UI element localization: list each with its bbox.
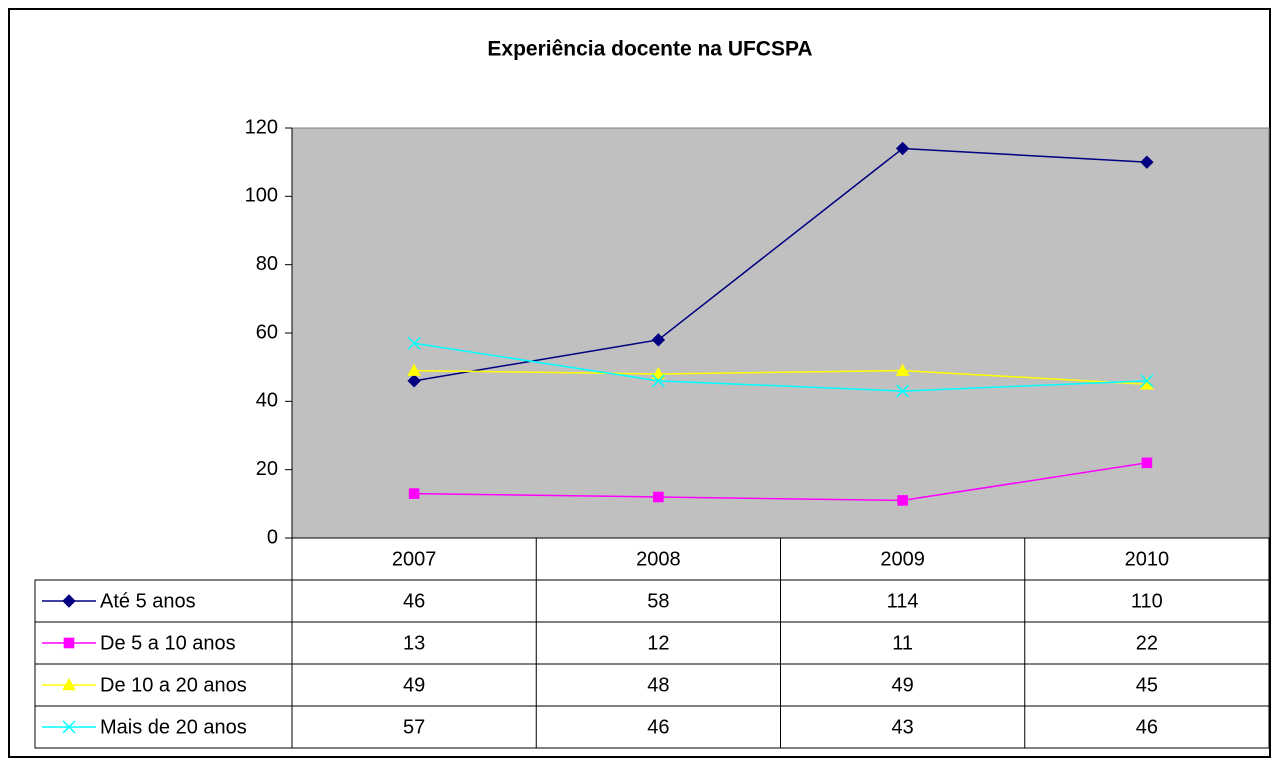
table-value: 110 [1131, 590, 1163, 612]
legend-label: De 5 a 10 anos [100, 632, 236, 654]
table-value: 46 [1136, 716, 1158, 738]
y-tick-label: 120 [245, 116, 278, 138]
table-value: 114 [887, 590, 919, 612]
marker [62, 594, 76, 608]
table-value: 13 [403, 632, 425, 654]
table-value: 57 [403, 716, 425, 738]
marker [895, 363, 910, 376]
x-tick-label: 2008 [636, 548, 681, 570]
marker [651, 374, 665, 388]
x-tick-label: 2007 [392, 548, 437, 570]
marker [63, 637, 75, 649]
table-value: 49 [403, 674, 425, 696]
marker [1140, 374, 1154, 388]
x-tick-label: 2009 [880, 548, 925, 570]
marker [653, 491, 664, 503]
legend-label: Mais de 20 anos [100, 716, 247, 738]
table-value: 45 [1136, 674, 1158, 696]
y-tick-label: 60 [256, 321, 278, 343]
table-value: 49 [892, 674, 914, 696]
marker [62, 677, 76, 691]
y-tick-label: 40 [256, 390, 278, 412]
table-value: 48 [647, 674, 669, 696]
table-value: 22 [1136, 632, 1158, 654]
marker [1141, 457, 1153, 469]
legend-label: De 10 a 20 anos [100, 674, 247, 696]
marker [895, 141, 910, 156]
series-line [414, 147, 1147, 382]
series-line [414, 462, 1147, 502]
series-line [414, 369, 1147, 385]
legend-label: Até 5 anos [100, 590, 196, 612]
marker [407, 363, 421, 376]
series-line [414, 342, 1147, 392]
marker [407, 374, 421, 388]
marker [651, 333, 666, 347]
plot-area [291, 127, 1270, 539]
chart-title: Experiência docente na UFCSPA [487, 38, 812, 61]
marker [1140, 155, 1154, 169]
marker [896, 384, 910, 398]
marker [897, 495, 908, 506]
table-value: 12 [647, 632, 669, 654]
table-value: 46 [403, 590, 425, 612]
x-tick-label: 2010 [1125, 548, 1170, 570]
y-tick-label: 0 [267, 526, 278, 548]
y-tick-label: 20 [256, 458, 278, 480]
marker [407, 336, 421, 350]
table-value: 46 [647, 716, 669, 738]
table-value: 11 [892, 632, 913, 654]
table-value: 43 [892, 716, 914, 738]
marker [62, 720, 76, 734]
marker [651, 366, 666, 380]
marker [408, 488, 420, 499]
y-tick-label: 80 [256, 253, 278, 275]
y-tick-label: 100 [245, 185, 278, 207]
table-value: 58 [647, 590, 669, 612]
